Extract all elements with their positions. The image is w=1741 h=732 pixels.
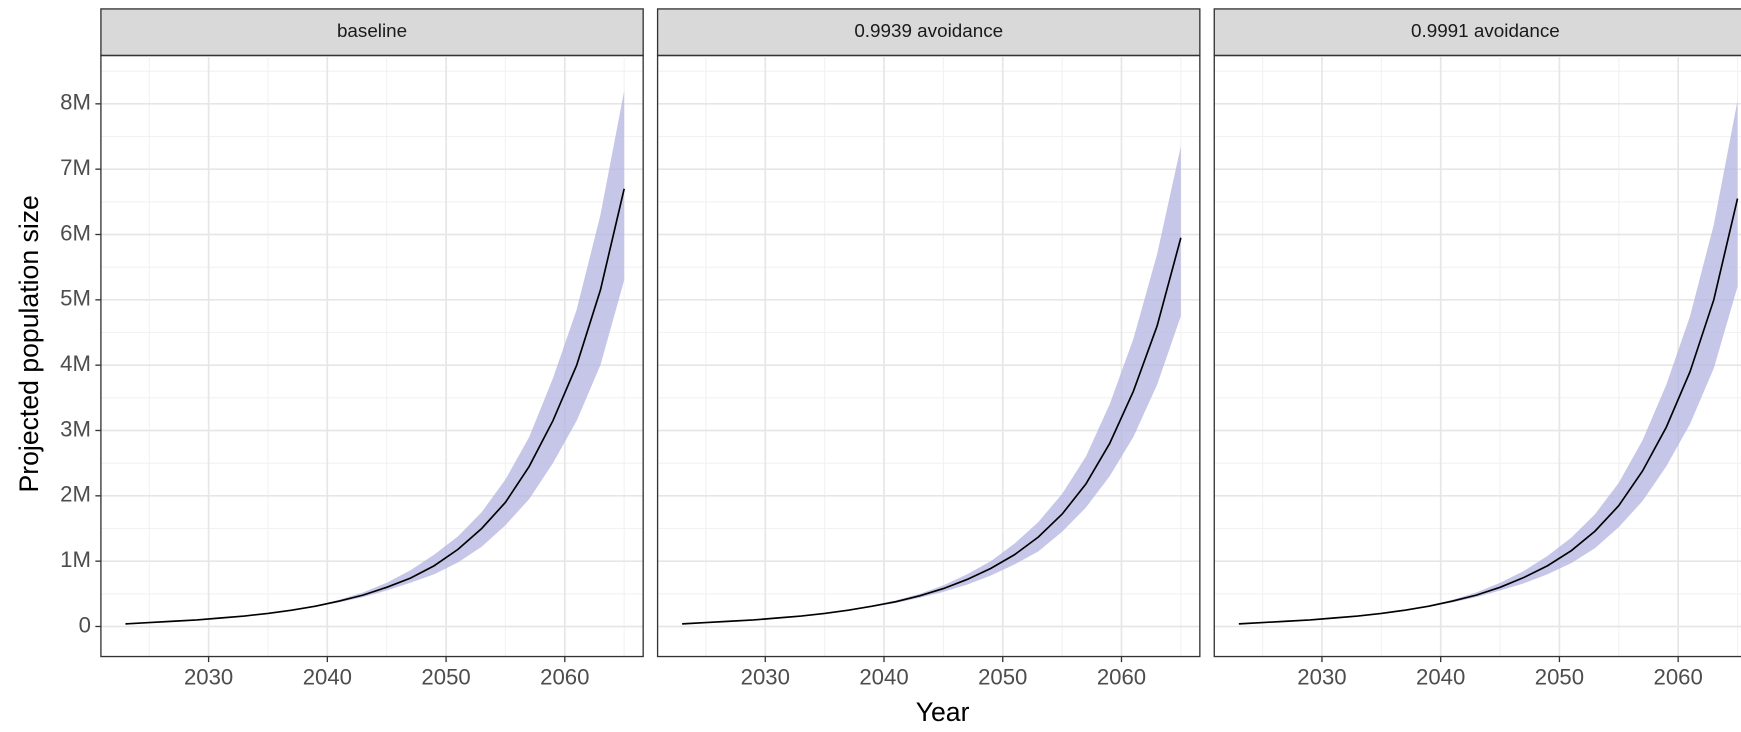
x-tick-label: 2030 [741,665,790,690]
x-tick-label: 2050 [1535,665,1584,690]
x-axis-title: Year [916,697,970,727]
y-tick-label: 7M [60,155,91,180]
strip-title: 0.9939 avoidance [854,20,1003,41]
confidence-band [125,90,625,624]
x-tick-label: 2030 [184,665,233,690]
strip-title: 0.9991 avoidance [1411,20,1560,41]
panel-border [100,54,644,658]
y-tick-label: 6M [60,220,91,245]
y-tick-label: 0 [79,612,91,637]
x-tick-label: 2060 [1654,665,1703,690]
strip [656,8,1201,57]
strip [100,8,644,57]
y-tick-label: 4M [60,351,91,376]
line [1238,198,1739,625]
x-tick-label: 2060 [1097,665,1146,690]
panel-border [656,54,1201,658]
y-tick-label: 2M [60,482,91,507]
x-tick-label: 2040 [859,665,908,690]
strip [1213,8,1741,57]
x-tick-label: 2030 [1297,665,1346,690]
y-tick-label: 1M [60,547,91,572]
y-tick-label: 5M [60,286,91,311]
y-tick-label: 8M [60,90,91,115]
y-axis-title: Projected population size [14,195,44,492]
x-tick-label: 2050 [978,665,1027,690]
x-tick-label: 2060 [540,665,589,690]
panel-border [1213,54,1741,658]
line [125,188,625,625]
confidence-band [682,146,1181,624]
y-tick-label: 3M [60,416,91,441]
x-tick-label: 2040 [303,665,352,690]
line [682,237,1182,625]
x-tick-label: 2050 [421,665,470,690]
x-tick-label: 2040 [1416,665,1465,690]
confidence-band [1238,100,1738,624]
strip-title: baseline [337,20,407,41]
